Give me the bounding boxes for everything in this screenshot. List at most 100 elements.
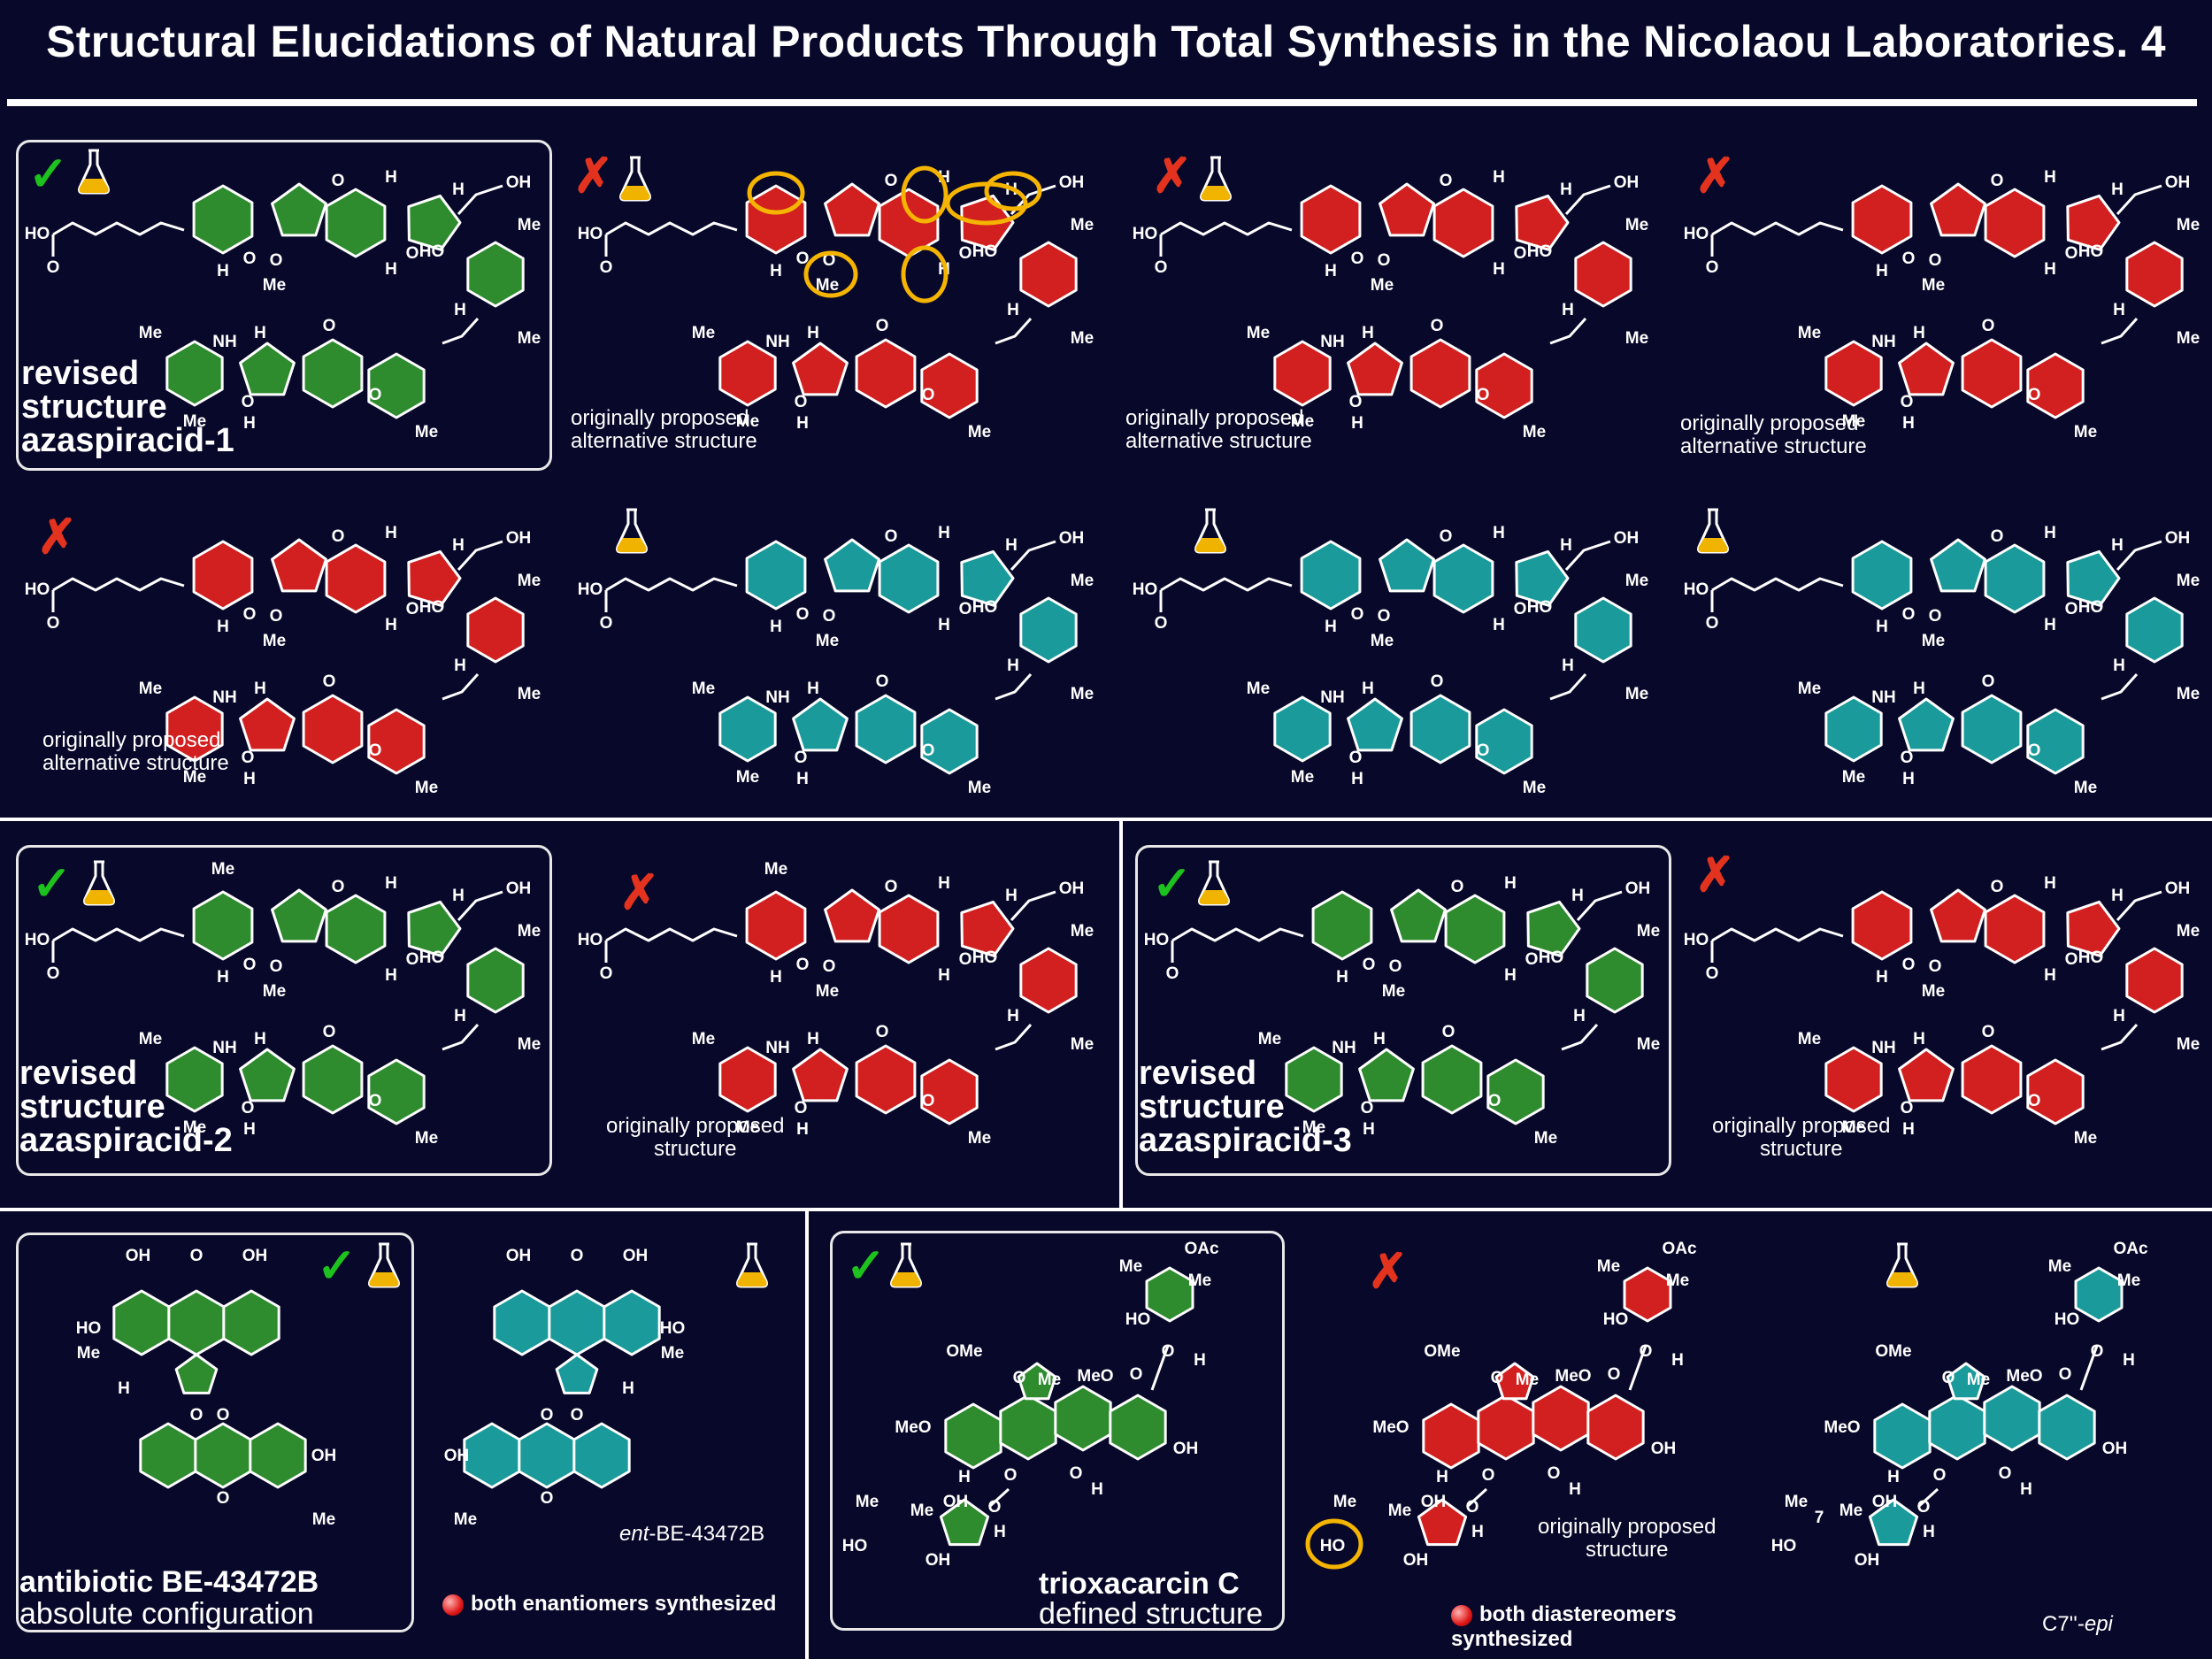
oxygen-label: O: [1514, 600, 1527, 618]
hydrogen-label: H: [1560, 180, 1572, 199]
hydrogen-label: H: [1091, 1480, 1103, 1499]
hydrogen-label: H: [938, 616, 950, 634]
oxygen-label: O: [1706, 614, 1719, 633]
hydrogen-label: H: [1007, 657, 1019, 675]
side-chain-bond: [2116, 540, 2162, 572]
methyl-label: Me: [1071, 216, 1094, 234]
oxygen-label: O: [242, 1099, 255, 1118]
oxygen-label: O: [1477, 741, 1490, 760]
amine-label: NH: [765, 1039, 789, 1057]
panel-aza-teal-3: HO O O H O Me O H H O H OH HO Me Me H Me NH Me O H H O O Me: [1677, 497, 2212, 816]
ring-c: [1984, 188, 2046, 258]
ring-c: [325, 894, 387, 964]
caption-text: -BE-43472B: [649, 1522, 765, 1546]
oxygen-label: O: [1477, 386, 1490, 404]
hydroxyl-label: OH: [1173, 1440, 1199, 1458]
hydroxyl-label: HO: [1527, 242, 1553, 261]
panel-aza-alt-4: HO O O H O Me O H H O H OH HO Me Me H Me NH Me O H H O O Me orig…: [18, 497, 557, 816]
structure-caption: originally proposed alternative structur…: [571, 406, 757, 453]
oxygen-label: O: [1004, 1466, 1018, 1485]
methoxy-label: MeO: [1372, 1418, 1409, 1437]
oxygen-label: O: [2065, 950, 2078, 969]
linker-bond: [1549, 672, 1587, 701]
ring-e: [2125, 241, 2184, 308]
ring-i: [1486, 1058, 1545, 1125]
ring-d: [960, 549, 1015, 607]
hydroxyl-label: OH: [506, 173, 532, 192]
ring-d: [1515, 194, 1570, 251]
methyl-label: Me: [2074, 423, 2097, 442]
oxygen-label: O: [2028, 386, 2041, 404]
hydrogen-label: H: [385, 966, 397, 985]
flask-liquid: [369, 1272, 399, 1286]
hydrogen-label: H: [1373, 1030, 1386, 1048]
methyl-label: Me: [415, 423, 438, 442]
ring-h: [1409, 694, 1471, 764]
ring-epoxide: [1017, 1362, 1057, 1401]
hydroxyl-label: HO: [25, 225, 50, 243]
hydroxyl-label: HO: [419, 949, 445, 967]
ring-c: [325, 543, 387, 614]
oxygen-label: O: [1155, 614, 1168, 633]
oxygen-label: O: [1548, 1464, 1561, 1483]
oxygen-label: O: [1378, 607, 1391, 626]
hydroxyl-label: HO: [1771, 1537, 1797, 1555]
ring-top-sugar: [1623, 1266, 1672, 1323]
ring-g: [1898, 1048, 1955, 1102]
hydrogen-label: H: [217, 618, 229, 636]
oxygen-label: O: [1901, 1099, 1914, 1118]
methyl-label: Me: [2074, 779, 2097, 797]
hydroxyl-label: HO: [1133, 580, 1158, 599]
hydrogen-label: H: [2123, 1351, 2135, 1370]
methyl-label: Me: [968, 423, 991, 442]
acetate-label: OAc: [2113, 1240, 2148, 1258]
methyl-label: Me: [415, 779, 438, 797]
hydroxyl-label: HO: [1144, 931, 1170, 949]
panel-aza-teal-2: HO O O H O Me O H H O H OH HO Me Me H Me NH Me O H H O O Me: [1125, 497, 1665, 816]
ring-i: [1475, 352, 1533, 419]
synthesis-note: both enantiomers synthesized: [442, 1592, 776, 1617]
hydroxyl-label: HO: [1684, 225, 1709, 243]
acid-chain-bond: [52, 221, 185, 236]
oxygen-label: O: [1491, 1369, 1504, 1387]
methyl-label: Me: [1637, 1035, 1660, 1054]
methyl-label: Me: [1785, 1493, 1808, 1511]
methyl-label: Me: [1071, 922, 1094, 941]
check-icon: ✓: [317, 1240, 357, 1293]
ring-a: [1851, 890, 1913, 961]
methoxy-label: MeO: [1077, 1367, 1113, 1386]
methyl-label: Me: [736, 412, 759, 431]
oxygen-label: O: [1942, 1369, 1955, 1387]
oxygen-label: O: [406, 244, 419, 263]
hydrogen-label: H: [1902, 1120, 1915, 1139]
hydrogen-label: H: [2044, 260, 2056, 279]
hydrogen-label: H: [217, 262, 229, 280]
methyl-label: Me: [2177, 572, 2200, 590]
hydrogen-label: H: [2044, 168, 2056, 187]
structure-subtitle: defined structure: [1039, 1597, 1263, 1631]
flask-icon: [616, 508, 648, 554]
ring-a: [745, 184, 807, 255]
hydroxyl-label: HO: [842, 1537, 868, 1555]
oxygen-label: O: [541, 1489, 554, 1508]
oxygen-label: O: [1901, 393, 1914, 411]
ring-i: [920, 1058, 979, 1125]
check-icon: ✓: [28, 148, 69, 201]
methyl-label: Me: [816, 632, 839, 650]
side-chain-bond: [457, 184, 503, 216]
hydroxyl-label: OH: [943, 1493, 969, 1511]
hydrogen-label: H: [454, 301, 466, 319]
panel-trioxacarcin-epi: OMe MeO O Me MeO O OH O H H O OAc Me Me HO O H O OH Me Me HO O…: [1761, 1233, 2212, 1636]
oxygen-label: O: [369, 741, 382, 760]
oxygen-label: O: [217, 1406, 230, 1425]
methyl-label: Me: [816, 982, 839, 1001]
oxygen-label: O: [243, 605, 257, 624]
amine-label: NH: [212, 333, 236, 351]
cross-icon: ✗: [1152, 150, 1193, 203]
linker-bond: [995, 1023, 1033, 1051]
ring-h: [855, 1044, 917, 1115]
hydrogen-label: H: [2113, 657, 2125, 675]
methyl-label: Me: [1247, 680, 1270, 698]
